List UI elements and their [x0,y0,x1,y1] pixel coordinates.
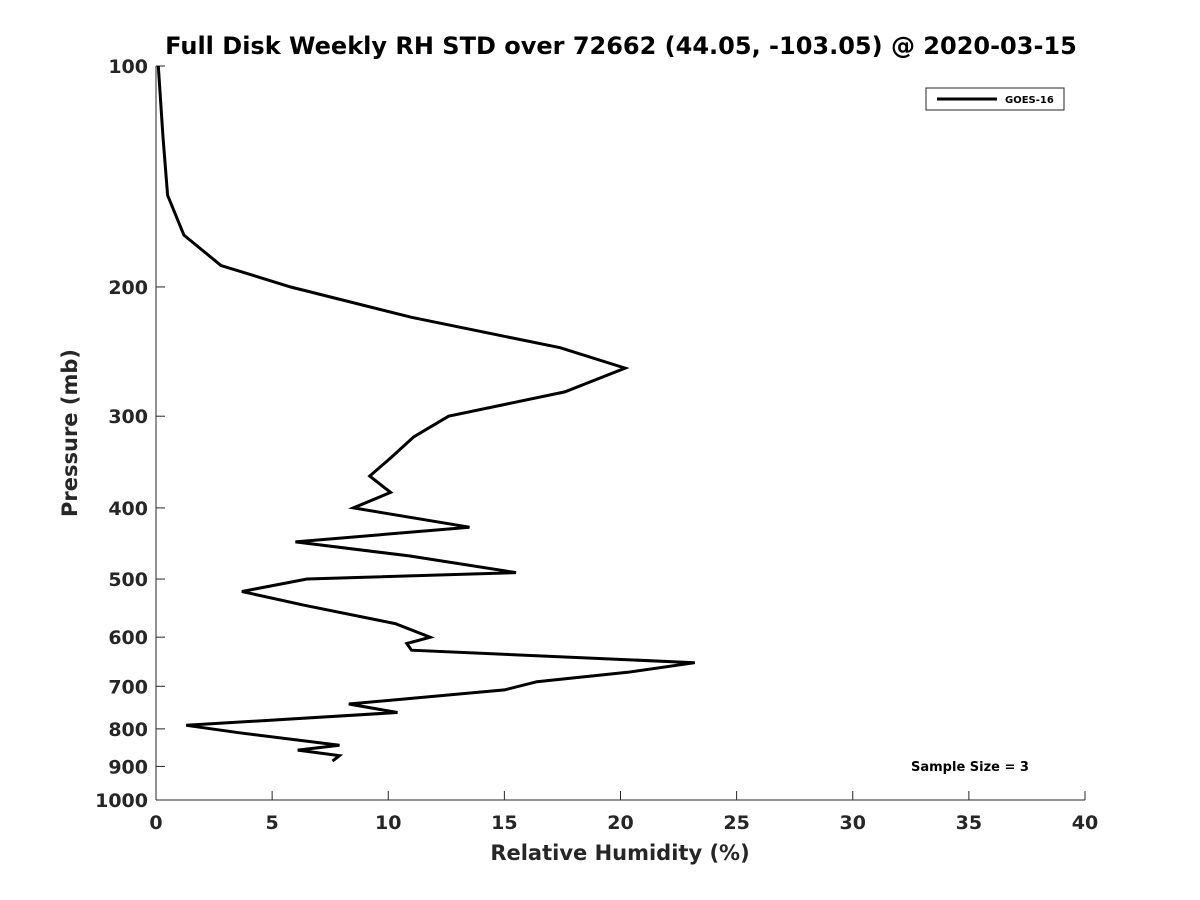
x-ticks: 0 5 10 15 20 25 30 35 40 [149,791,1098,834]
x-tick-label-35: 35 [956,812,982,834]
x-tick-label-30: 30 [840,812,866,834]
x-tick-label-10: 10 [375,812,401,834]
y-tick-label-500: 500 [108,569,148,591]
y-tick-label-900: 900 [108,756,148,778]
x-axis-label: Relative Humidity (%) [490,841,749,865]
x-tick-label-40: 40 [1072,812,1098,834]
x-tick-label-5: 5 [266,812,279,834]
series-line-goes-16 [156,65,696,763]
y-tick-label-100: 100 [108,56,148,78]
y-tick-label-600: 600 [108,627,148,649]
legend: GOES-16 [925,87,1065,111]
y-tick-label-300: 300 [108,406,148,428]
x-tick-label-0: 0 [149,812,162,834]
x-tick-label-20: 20 [607,812,633,834]
y-tick-label-1000: 1000 [95,790,148,812]
chart-title: Full Disk Weekly RH STD over 72662 (44.0… [165,32,1077,60]
y-axis-label: Pressure (mb) [58,349,82,517]
y-ticks: 100 200 300 400 500 600 700 800 900 1000 [95,56,165,812]
series-group [156,65,696,763]
y-tick-label-800: 800 [108,719,148,741]
y-tick-label-400: 400 [108,498,148,520]
y-tick-label-700: 700 [108,676,148,698]
x-tick-label-15: 15 [491,812,517,834]
sample-size-annotation: Sample Size = 3 [911,760,1029,775]
y-tick-label-200: 200 [108,277,148,299]
x-tick-label-25: 25 [723,812,749,834]
legend-label-goes-16: GOES-16 [1005,95,1054,106]
